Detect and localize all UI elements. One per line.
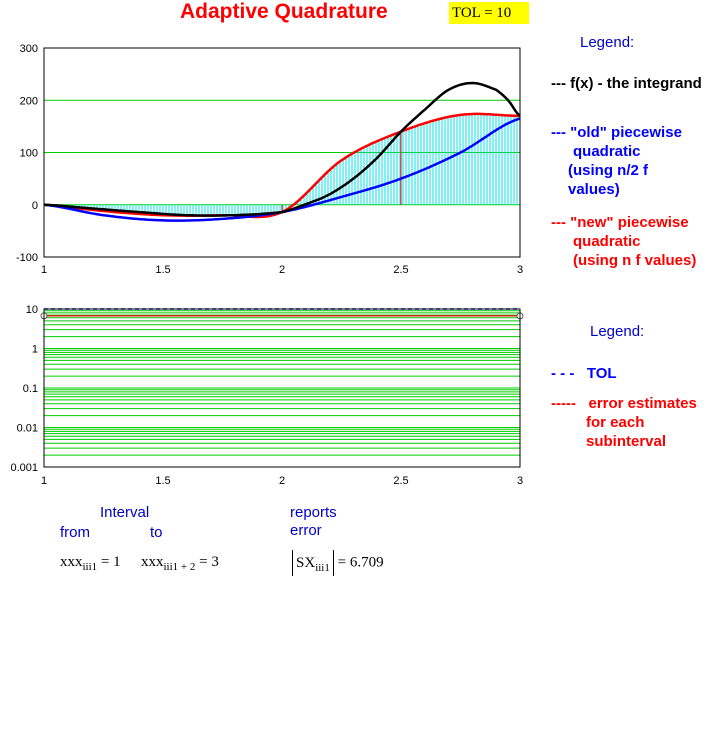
y-tick-label: 0.01	[17, 423, 38, 435]
legend-old: --- "old" piecewise quadratic (using n/2…	[551, 123, 682, 199]
legend-err-line1: ----- error estimates	[551, 395, 697, 412]
reports-label: reports	[290, 504, 337, 521]
error-expression: SXiii1 = 6.709	[292, 550, 384, 576]
plot-frame	[43, 47, 521, 258]
y-tick-label: -100	[16, 252, 38, 264]
x-tick-label: 2.5	[393, 475, 408, 487]
legend-title-bottom: Legend:	[590, 323, 645, 340]
x-tick-label: 1.5	[155, 264, 170, 276]
to-expression: xxxiii1 + 2 = 3	[141, 554, 219, 573]
x-tick-label: 2.5	[393, 264, 408, 276]
series-f-line	[43, 81, 521, 217]
y-tick-label: 10	[26, 304, 38, 316]
error-label: error	[290, 522, 322, 539]
y-tick-label: 100	[20, 148, 38, 160]
legend-new-line3: (using n f values)	[573, 252, 697, 269]
page-title: Adaptive Quadrature	[180, 0, 388, 23]
legend-new-line1: --- "new" piecewise	[551, 214, 689, 231]
x-tick-label: 1.5	[155, 475, 170, 487]
legend-f: --- f(x) - the integrand	[551, 75, 702, 92]
y-tick-label: 300	[20, 43, 38, 55]
x-tick-label: 3	[517, 264, 523, 276]
from-label: from	[60, 524, 90, 541]
legend-err-line3: subinterval	[586, 433, 667, 450]
legend-old-line2: quadratic	[573, 143, 641, 160]
x-tick-label: 1	[41, 264, 47, 276]
y-tick-label: 0.001	[10, 462, 38, 474]
plot-frame	[43, 308, 521, 468]
legend-title-top: Legend:	[580, 34, 635, 51]
area-fill-hatch	[45, 113, 518, 217]
legend-err-line2: for each	[586, 414, 645, 431]
x-tick-label: 3	[517, 475, 523, 487]
tol-value-box[interactable]: TOL = 10	[449, 2, 529, 24]
interval-label: Interval	[100, 504, 150, 521]
legend-tol: - - - TOL	[551, 365, 617, 382]
y-tick-label: 0	[32, 200, 38, 212]
y-tick-label: 1	[32, 344, 38, 356]
to-label: to	[150, 524, 163, 541]
y-tick-label: 200	[20, 95, 38, 107]
x-tick-label: 1	[41, 475, 47, 487]
legend-new-line2: quadratic	[573, 233, 641, 250]
legend-old-line4: values)	[568, 181, 620, 198]
y-tick-label: 0.1	[23, 383, 38, 395]
legend-old-line1: --- "old" piecewise	[551, 124, 682, 141]
legend-new: --- "new" piecewise quadratic (using n f…	[551, 213, 696, 270]
x-tick-label: 2	[279, 264, 285, 276]
legend-old-line3: (using n/2 f	[568, 162, 648, 179]
from-expression: xxxiii1 = 1	[60, 554, 121, 573]
series-new-line	[43, 112, 520, 219]
x-tick-label: 2	[279, 475, 285, 487]
legend-err: ----- error estimates for each subinterv…	[551, 394, 697, 451]
